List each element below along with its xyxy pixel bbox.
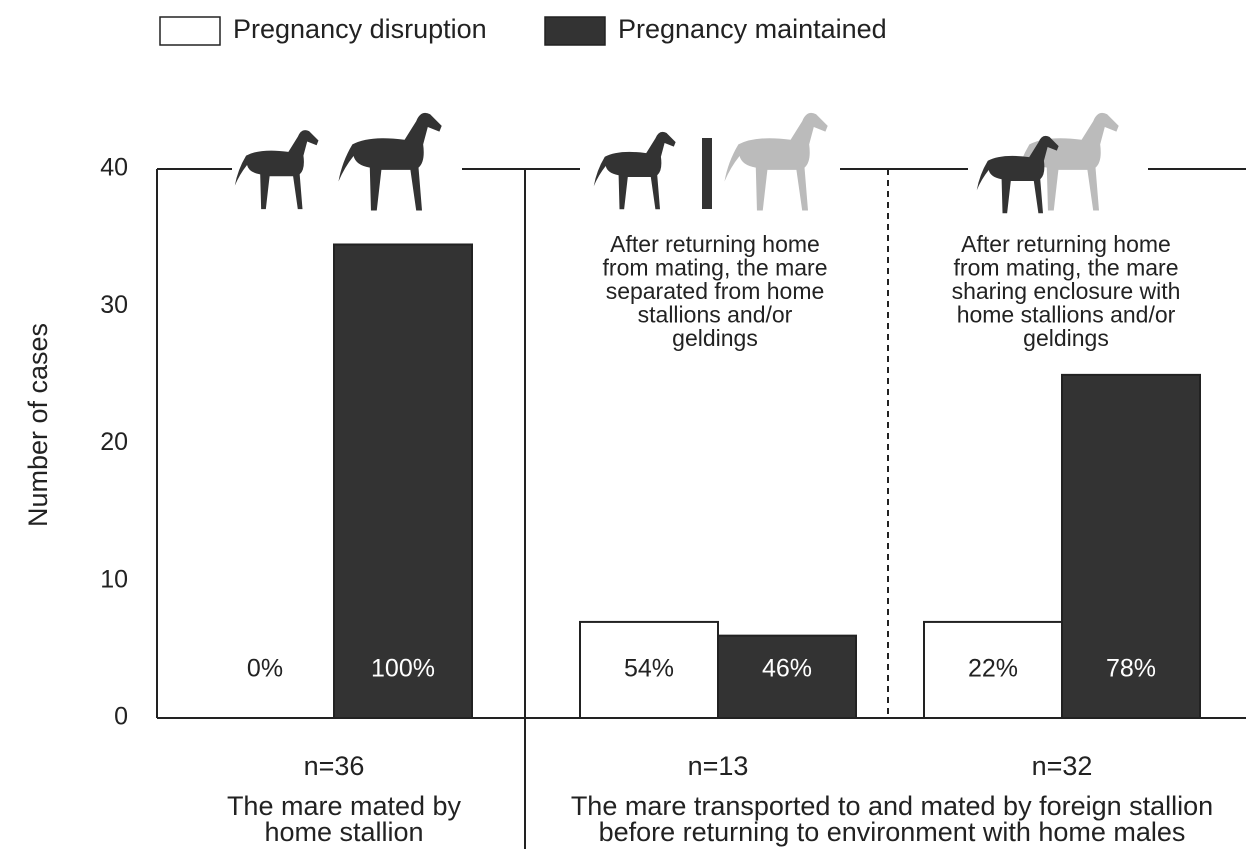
percent-label: 46% xyxy=(762,655,812,683)
percent-label: 0% xyxy=(247,655,283,683)
x-tick-label: n=13 xyxy=(688,751,749,781)
annotation: After returning home xyxy=(961,231,1171,257)
group-description: The mare transported to and mated by for… xyxy=(571,791,1213,821)
annotation: geldings xyxy=(672,325,758,351)
annotation: from mating, the mare xyxy=(603,255,828,281)
x-tick-label: n=32 xyxy=(1032,751,1093,781)
group-description: home stallion xyxy=(264,817,423,847)
bar xyxy=(579,620,719,719)
legend-swatch xyxy=(544,16,606,46)
y-axis-label: Number of cases xyxy=(23,323,53,527)
y-tick-label: 40 xyxy=(100,154,128,182)
horse-icons xyxy=(234,112,1119,214)
x-tick-label: n=36 xyxy=(304,751,365,781)
annotation: home stallions and/or xyxy=(957,302,1176,328)
percent-label: 78% xyxy=(1106,655,1156,683)
percent-label: 100% xyxy=(371,655,435,683)
legend-label: Pregnancy disruption xyxy=(233,14,487,44)
y-tick-label: 10 xyxy=(100,565,128,593)
percent-label: 22% xyxy=(968,655,1018,683)
percent-label: 54% xyxy=(624,655,674,683)
annotation: from mating, the mare xyxy=(954,255,1179,281)
group-description: before returning to environment with hom… xyxy=(599,817,1186,847)
bar xyxy=(333,243,473,720)
annotation: stallions and/or xyxy=(638,302,793,328)
annotation: sharing enclosure with xyxy=(952,278,1181,304)
bar xyxy=(717,634,857,720)
group-description: The mare mated by xyxy=(227,791,462,821)
bar xyxy=(1061,373,1201,719)
legend-label: Pregnancy maintained xyxy=(618,14,887,44)
annotation: separated from home xyxy=(606,278,825,304)
annotation: After returning home xyxy=(610,231,820,257)
y-tick-label: 0 xyxy=(114,703,128,731)
legend-swatch xyxy=(159,16,221,46)
bar xyxy=(923,620,1063,719)
annotation: geldings xyxy=(1023,325,1109,351)
y-tick-label: 30 xyxy=(100,291,128,319)
y-tick-label: 20 xyxy=(100,428,128,456)
